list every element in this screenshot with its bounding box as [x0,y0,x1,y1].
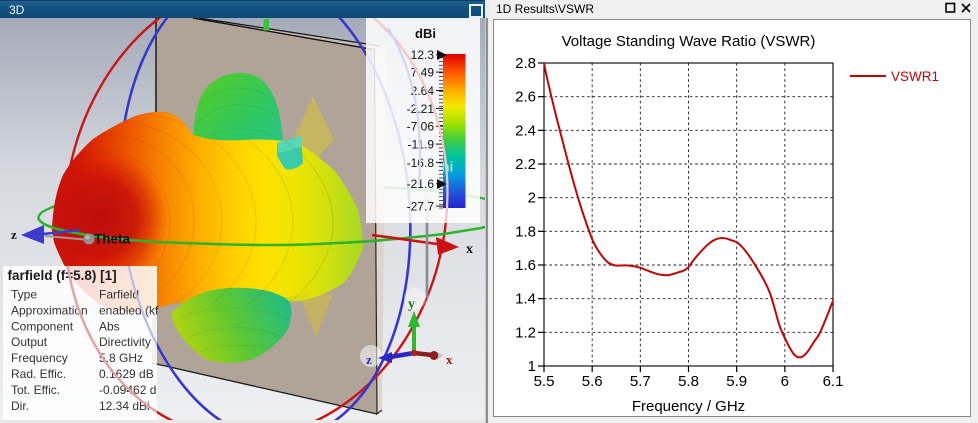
svg-text:Approximation: Approximation [11,303,88,317]
svg-text:2.6: 2.6 [515,89,536,106]
svg-text:-2.21: -2.21 [407,102,435,116]
svg-text:6: 6 [781,373,789,390]
svg-text:Tot. Effic.: Tot. Effic. [11,383,60,397]
svg-text:1.8: 1.8 [515,223,536,240]
svg-text:z: z [366,352,372,367]
svg-text:-27.7: -27.7 [407,200,435,214]
svg-text:1: 1 [528,358,536,375]
svg-text:Output: Output [11,335,48,349]
svg-text:6.1: 6.1 [823,373,844,390]
svg-text:farfield (f=5.8) [1]: farfield (f=5.8) [1] [8,268,117,283]
svg-text:5.5: 5.5 [534,373,555,390]
svg-text:Frequency / GHz: Frequency / GHz [632,398,745,415]
svg-text:Dir.: Dir. [11,399,29,413]
svg-text:Frequency: Frequency [11,351,68,365]
svg-text:5.9: 5.9 [726,373,747,390]
svg-text:Type: Type [11,288,37,302]
svg-text:5.7: 5.7 [630,373,651,390]
svg-text:Farfield: Farfield [99,288,139,302]
svg-text:5.8 GHz: 5.8 GHz [99,351,143,365]
svg-text:1.2: 1.2 [515,324,536,341]
svg-text:Theta: Theta [94,232,130,247]
svg-text:2.2: 2.2 [515,156,536,173]
svg-text:enabled (kf: enabled (kf [99,303,159,317]
svg-text:5.8: 5.8 [678,373,699,390]
svg-text:dBi: dBi [415,26,436,41]
svg-text:Abs: Abs [99,319,120,333]
svg-text:12.34 dBi: 12.34 dBi [99,399,150,413]
svg-text:z: z [11,227,17,242]
svg-text:Rad. Effic.: Rad. Effic. [11,367,66,381]
svg-text:-21.6: -21.6 [407,177,435,191]
svg-text:Directivity: Directivity [99,335,151,349]
svg-text:0.1629 dB: 0.1629 dB [99,367,154,381]
svg-text:1.6: 1.6 [515,257,536,274]
svg-text:12.3: 12.3 [411,48,435,62]
svg-text:Component: Component [11,319,74,333]
svg-text:x: x [466,242,473,257]
svg-text:x: x [446,352,453,367]
svg-text:2.4: 2.4 [515,122,536,139]
svg-text:1.4: 1.4 [515,291,536,308]
svg-text:5.6: 5.6 [582,373,603,390]
svg-text:2: 2 [528,190,536,207]
svg-text:2.8: 2.8 [515,55,536,72]
svg-text:y: y [408,297,415,312]
svg-text:-7.06: -7.06 [407,120,435,134]
svg-text:Voltage Standing Wave Ratio (V: Voltage Standing Wave Ratio (VSWR) [562,33,816,50]
svg-text:VSWR1: VSWR1 [891,69,939,84]
